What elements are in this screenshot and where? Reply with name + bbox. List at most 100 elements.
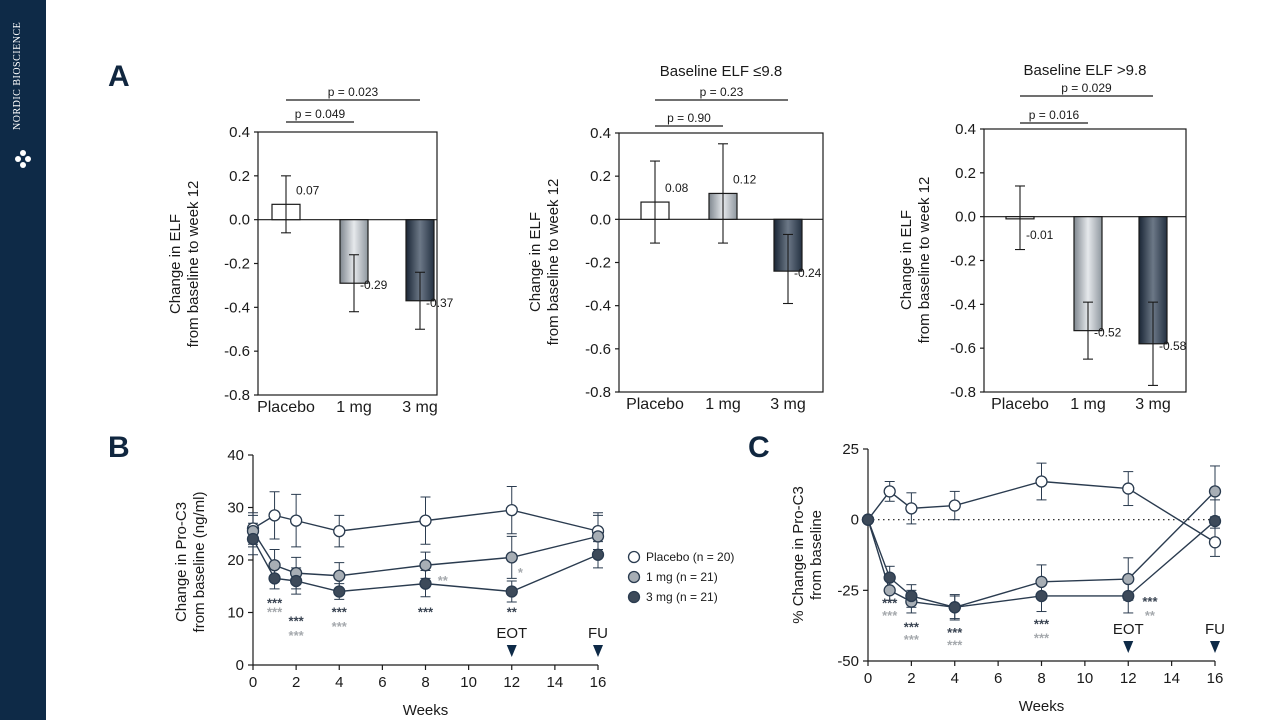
brand-logo-icon: [15, 150, 31, 168]
data-point: [591, 548, 605, 561]
marker-label: FU: [588, 625, 608, 642]
y-tick-label: 0.4: [590, 125, 611, 142]
category-label: Placebo: [626, 396, 684, 413]
data-point: [1208, 514, 1222, 528]
x-tick-label: 6: [378, 674, 386, 691]
data-point: [268, 572, 281, 585]
marker-arrow-icon: [593, 645, 603, 657]
x-tick-label: 8: [1037, 670, 1045, 687]
brand: NORDIC BIOSCIENCE: [12, 22, 34, 172]
category-label: Placebo: [991, 396, 1049, 413]
y-tick-label: 0.2: [955, 165, 976, 182]
x-tick-label: 4: [335, 674, 343, 691]
legend-marker: [627, 590, 641, 604]
x-axis-label: Weeks: [1019, 698, 1065, 715]
y-axis-label-line: Change in ELF: [898, 210, 915, 310]
significance-mark: **: [1145, 608, 1156, 623]
y-tick-label: -50: [837, 653, 859, 670]
value-label: -0.37: [426, 296, 454, 310]
x-tick-label: 14: [1163, 670, 1180, 687]
data-point: [1122, 572, 1135, 586]
marker-arrow-icon: [506, 645, 517, 657]
marker-arrow-icon: [1210, 641, 1220, 653]
category-label: 1 mg: [705, 396, 741, 413]
significance-mark: *: [518, 565, 524, 580]
category-label: Placebo: [257, 399, 315, 416]
significance-mark: **: [507, 605, 518, 620]
x-tick-label: 2: [907, 670, 915, 687]
legend-marker: [627, 550, 641, 564]
y-axis-label-line: Change in ELF: [167, 214, 184, 314]
data-point: [505, 585, 518, 598]
value-label: 0.07: [296, 183, 320, 197]
y-tick-label: -0.4: [224, 299, 250, 316]
data-point: [883, 584, 896, 597]
data-point: [1035, 575, 1048, 589]
x-tick-label: 10: [1077, 670, 1094, 687]
chart-title: Baseline ELF >9.8: [1024, 62, 1147, 79]
legend-label: 3 mg (n = 21): [646, 590, 718, 604]
y-tick-label: 0.0: [590, 211, 611, 228]
value-label: -0.52: [1094, 326, 1122, 340]
data-point: [333, 585, 346, 598]
data-point: [883, 485, 896, 498]
significance-mark: ***: [289, 628, 305, 643]
data-point: [268, 559, 281, 572]
pvalue-label: p = 0.049: [295, 107, 346, 121]
y-axis-label-line: Change in ELF: [527, 212, 544, 312]
y-tick-label: 20: [227, 552, 244, 569]
category-label: 3 mg: [1135, 396, 1171, 413]
sidebar: NORDIC BIOSCIENCE: [0, 0, 46, 720]
y-tick-label: -0.2: [950, 253, 976, 270]
y-axis-label-line: from baseline to week 12: [545, 179, 562, 346]
category-label: 1 mg: [336, 399, 372, 416]
data-point: [505, 551, 518, 564]
x-tick-label: 0: [249, 674, 257, 691]
value-label: -0.58: [1159, 339, 1187, 353]
x-tick-label: 4: [951, 670, 959, 687]
significance-mark: ***: [289, 614, 305, 629]
legend-label: 1 mg (n = 21): [646, 570, 718, 584]
y-tick-label: 30: [227, 500, 244, 517]
data-point: [861, 513, 875, 526]
line-chart-b: B 0 10 20 30 40 0 2 4 6 8 10 12 14 16 Weeks Change in Pr…: [108, 431, 734, 719]
pvalue-label: p = 0.023: [328, 85, 379, 99]
data-point: [419, 577, 432, 590]
significance-mark: ***: [1034, 631, 1050, 646]
significance-mark: ***: [1034, 616, 1050, 631]
data-point: [333, 569, 346, 582]
legend-label: Placebo (n = 20): [646, 550, 734, 564]
x-tick-label: 12: [1120, 670, 1137, 687]
panel-letter: A: [108, 60, 130, 93]
data-point: [591, 530, 605, 543]
bar-chart-a2: Baseline ELF ≤9.8 0.4 0.2 0.0 -0.2 -0.4 -0.6 -0…: [527, 63, 824, 413]
y-axis-label: Change in ELFfrom baseline to week 12: [167, 181, 202, 348]
x-tick-label: 14: [547, 674, 564, 691]
data-point: [419, 514, 432, 527]
y-tick-label: 0.0: [955, 209, 976, 226]
y-tick-label: -0.2: [224, 256, 250, 273]
y-tick-label: -25: [837, 582, 859, 599]
data-point: [246, 532, 260, 546]
value-label: -0.24: [794, 266, 822, 280]
x-tick-label: 2: [292, 674, 300, 691]
y-tick-label: 40: [227, 447, 244, 464]
value-label: 0.12: [733, 172, 757, 186]
data-point: [1208, 536, 1222, 549]
x-tick-label: 10: [460, 674, 477, 691]
y-tick-label: -0.2: [585, 255, 611, 272]
data-point: [948, 499, 961, 512]
data-point: [289, 574, 303, 588]
y-tick-label: -0.6: [585, 341, 611, 358]
y-tick-label: -0.6: [224, 343, 250, 360]
category-label: 3 mg: [770, 396, 806, 413]
brand-name: NORDIC BIOSCIENCE: [12, 22, 23, 131]
value-label: -0.01: [1026, 228, 1054, 242]
y-tick-label: -0.8: [585, 384, 611, 401]
legend: Placebo (n = 20) 1 mg (n = 21) 3 mg (n = 2…: [627, 550, 734, 604]
marker-label: EOT: [1113, 621, 1144, 638]
panel-letter: B: [108, 431, 130, 464]
marker-arrow-icon: [1123, 641, 1134, 653]
significance-mark: ***: [418, 605, 434, 620]
x-tick-label: 16: [590, 674, 607, 691]
